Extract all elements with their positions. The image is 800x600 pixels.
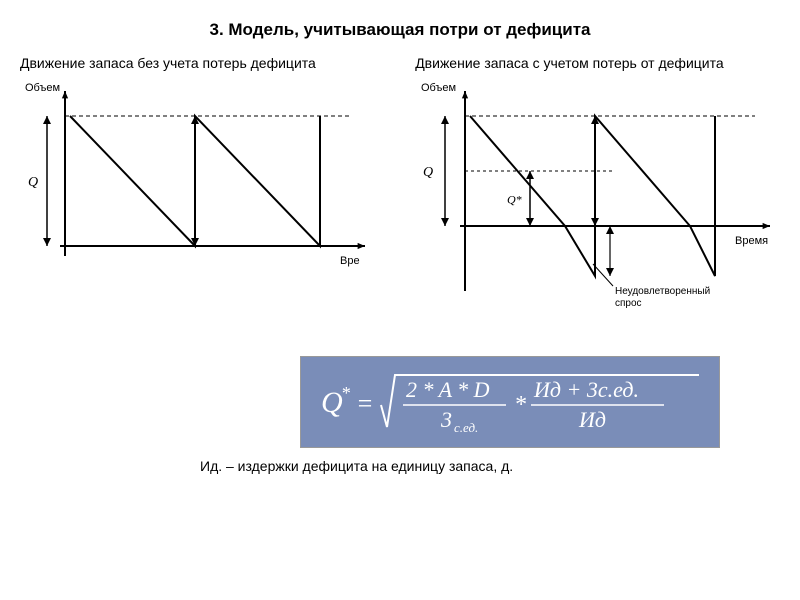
svg-text:Вре: Вре bbox=[340, 255, 360, 267]
charts-row: Q Объем Вре Q Q* Объем Время Неудовлетворенный… bbox=[20, 76, 780, 336]
right-chart: Q Q* Объем Время Неудовлетворенныйспрос bbox=[415, 76, 780, 336]
svg-text:с.ед.: с.ед. bbox=[454, 420, 478, 435]
svg-text:Время: Время bbox=[735, 235, 768, 247]
footnote: Ид. – издержки дефицита на единицу запас… bbox=[200, 458, 780, 474]
left-chart: Q Объем Вре bbox=[20, 76, 385, 336]
right-chart-svg: Q Q* Объем Время Неудовлетворенныйспрос bbox=[415, 76, 785, 336]
svg-text:Объем: Объем bbox=[421, 82, 456, 94]
svg-text:Ид + 3с.ед.: Ид + 3с.ед. bbox=[533, 377, 639, 402]
svg-text:Q*: Q* bbox=[507, 193, 522, 207]
svg-text:Q: Q bbox=[321, 386, 343, 419]
svg-text:Q: Q bbox=[28, 175, 38, 190]
svg-text:2 * A * D: 2 * A * D bbox=[406, 377, 490, 402]
svg-text:*: * bbox=[341, 383, 350, 403]
formula-svg: Q*=2 * A * D3с.ед.*Ид + 3с.ед.Ид bbox=[321, 367, 699, 437]
svg-text:Объем: Объем bbox=[25, 82, 60, 94]
svg-text:Ид: Ид bbox=[578, 407, 606, 432]
svg-text:3: 3 bbox=[440, 407, 452, 432]
svg-text:Неудовлетворенный: Неудовлетворенный bbox=[615, 286, 710, 297]
svg-text:спрос: спрос bbox=[615, 298, 642, 309]
formula: Q*=2 * A * D3с.ед.*Ид + 3с.ед.Ид bbox=[321, 367, 699, 437]
right-subtitle: Движение запаса с учетом потерь от дефиц… bbox=[415, 55, 780, 71]
formula-box: Q*=2 * A * D3с.ед.*Ид + 3с.ед.Ид bbox=[300, 356, 720, 448]
left-chart-svg: Q Объем Вре bbox=[20, 76, 380, 306]
slide-title: 3. Модель, учитывающая потри от дефицита bbox=[20, 20, 780, 40]
svg-text:Q: Q bbox=[423, 165, 433, 180]
subtitle-row: Движение запаса без учета потерь дефицит… bbox=[20, 55, 780, 71]
svg-text:=: = bbox=[356, 389, 374, 418]
left-subtitle: Движение запаса без учета потерь дефицит… bbox=[20, 55, 385, 71]
svg-text:*: * bbox=[514, 392, 526, 418]
